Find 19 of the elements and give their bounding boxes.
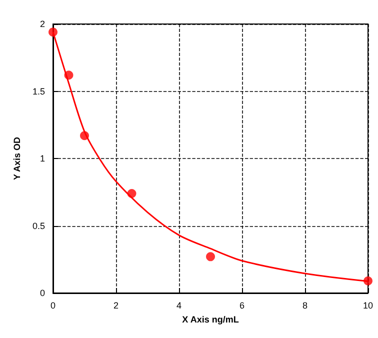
point [64,70,74,80]
x-tick-label: 8 [302,300,308,310]
y-tick-label: 1 [40,154,45,164]
point [364,276,372,286]
y-axis-title: Y Axis OD [12,136,22,180]
y-tick-label: 1.5 [32,86,45,96]
x-axis-title: X Axis ng/mL [182,314,240,324]
x-tick-label: 2 [113,300,119,310]
y-tick-label: 0 [40,288,45,298]
y-tick-label: 2 [40,19,45,29]
point [127,188,136,198]
point [80,131,89,140]
x-tick-label: 0 [50,300,56,310]
x-tick-label: 4 [176,300,182,310]
x-tick-label: 6 [239,300,245,310]
x-tick-label: 10 [362,300,374,310]
y-tick-label: 0.5 [32,220,45,231]
point [48,28,58,37]
point [206,252,215,262]
